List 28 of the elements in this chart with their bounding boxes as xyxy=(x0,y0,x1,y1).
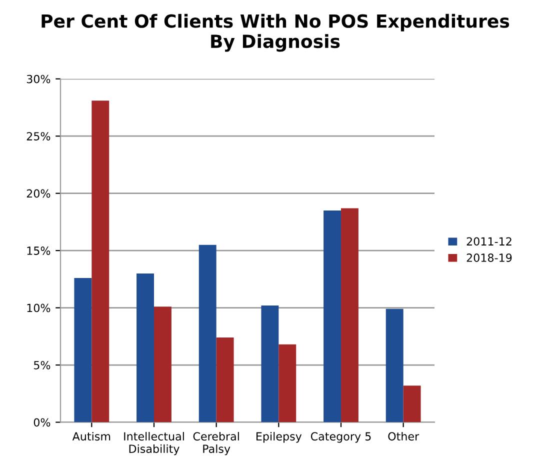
bar xyxy=(324,210,341,422)
y-tick-label: 20% xyxy=(26,189,50,198)
legend-label: 2011-12 xyxy=(466,237,512,246)
y-tick-label: 0% xyxy=(34,418,50,427)
bar xyxy=(198,244,216,422)
x-tick-label: Epilepsy xyxy=(256,432,302,443)
bar xyxy=(386,308,404,422)
x-tick-label: Other xyxy=(388,432,420,441)
y-tick-label: 10% xyxy=(27,304,50,312)
bar xyxy=(136,273,154,422)
x-tick-label: Category 5 xyxy=(310,432,371,443)
y-tick-label: 15% xyxy=(27,246,50,255)
bar xyxy=(92,100,110,422)
bar xyxy=(154,306,172,422)
bar xyxy=(278,344,296,422)
x-tick-label: Autism xyxy=(72,432,110,441)
chart-title: Per Cent Of Clients With No POS Expenditures By Diagnosis xyxy=(42,14,510,52)
y-tick-label: 30% xyxy=(26,74,50,84)
y-tick-label: 5% xyxy=(34,360,50,370)
bar xyxy=(261,306,279,422)
bar xyxy=(216,338,234,422)
bar xyxy=(403,386,421,422)
y-tick-label: 25% xyxy=(26,132,50,140)
x-tick-label: Intellectual Disability xyxy=(124,432,184,456)
bar xyxy=(74,278,92,422)
legend-label: 2018-19 xyxy=(466,254,512,262)
x-tick-label: Cerebral Palsy xyxy=(193,432,239,456)
bar xyxy=(341,208,358,422)
